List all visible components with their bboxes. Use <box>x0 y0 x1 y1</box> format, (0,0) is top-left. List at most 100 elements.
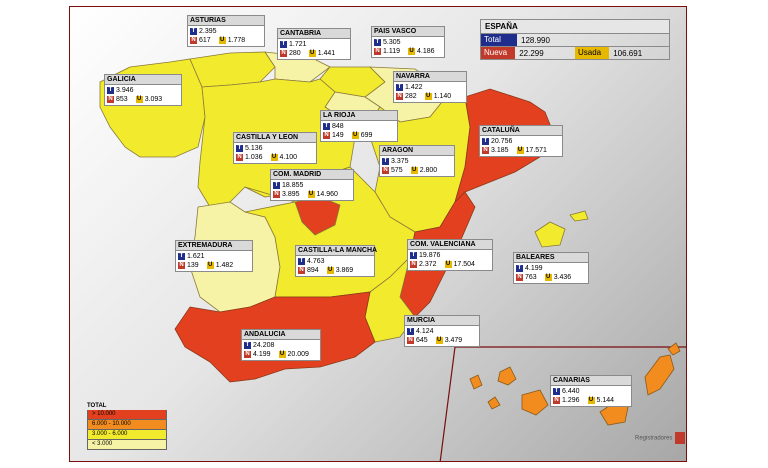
label-canarias: CANARIAS T 6.440 N 1.296 U 5.144 <box>550 375 632 407</box>
espana-title: ESPAÑA <box>480 19 670 34</box>
region-nueva: 4.199 <box>253 351 271 358</box>
nueva-tag-icon: N <box>107 96 114 103</box>
region-usada: 3.479 <box>444 337 463 344</box>
region-usada: 5.144 <box>596 397 615 404</box>
region-total: 1.621 <box>187 253 205 260</box>
nueva-tag-icon: N <box>482 147 489 154</box>
region-name: CANARIAS <box>550 375 632 386</box>
nueva-tag-icon: N <box>410 261 417 268</box>
espana-summary: ESPAÑA Total 128.990 Nueva 22.299 Usada … <box>480 19 670 60</box>
legend-item-under-3000: < 3.000 <box>87 440 167 450</box>
total-tag-icon: T <box>396 84 403 91</box>
region-nueva: 282 <box>405 93 417 100</box>
region-total: 3.946 <box>116 87 134 94</box>
usada-tag-icon: U <box>307 191 315 198</box>
nueva-tag-icon: N <box>298 267 305 274</box>
label-valencia: COM. VALENCIANA T 19.876 N 2.372 U 17.504 <box>407 239 493 271</box>
region-usada: 3.093 <box>144 96 163 103</box>
region-total: 6.440 <box>562 388 580 395</box>
usada-tag-icon: U <box>308 50 316 57</box>
legend-item-3000-6000: 3.000 - 6.000 <box>87 430 167 440</box>
label-extremadura: EXTREMADURA T 1.621 N 139 U 1.482 <box>175 240 253 272</box>
label-asturias: ASTURIAS T 2.395 N 617 U 1.778 <box>187 15 265 47</box>
nueva-tag-icon: N <box>273 191 280 198</box>
total-tag-icon: T <box>298 258 305 265</box>
region-name: NAVARRA <box>393 71 467 82</box>
total-tag-icon: T <box>553 388 560 395</box>
usada-tag-icon: U <box>587 397 595 404</box>
usada-tag-icon: U <box>270 154 278 161</box>
usada-label: Usada <box>575 47 610 59</box>
usada-tag-icon: U <box>351 132 359 139</box>
usada-tag-icon: U <box>516 147 524 154</box>
region-name: ANDALUCIA <box>241 329 321 340</box>
usada-tag-icon: U <box>424 93 432 100</box>
region-baleares[interactable] <box>534 221 566 248</box>
canarias-inset-border <box>439 346 686 461</box>
region-total: 20.756 <box>491 138 513 145</box>
label-madrid: COM. MADRID T 18.855 N 3.895 U 14.960 <box>270 169 354 201</box>
region-usada: 1.482 <box>215 262 234 269</box>
region-usada: 17.504 <box>453 261 475 268</box>
region-usada: 4.186 <box>417 48 435 55</box>
label-navarra: NAVARRA T 1.422 N 282 U 1.140 <box>393 71 467 103</box>
region-usada: 2.800 <box>419 167 438 174</box>
map-frame: ESPAÑA Total 128.990 Nueva 22.299 Usada … <box>69 6 687 462</box>
region-usada: 3.436 <box>553 274 572 281</box>
nueva-tag-icon: N <box>323 132 330 139</box>
usada-tag-icon: U <box>206 262 214 269</box>
region-usada: 20.009 <box>287 351 309 358</box>
label-cantabria: CANTABRIA T 1.721 N 280 U 1.441 <box>277 28 351 60</box>
island-menorca[interactable] <box>569 210 589 222</box>
region-total: 18.855 <box>282 182 304 189</box>
usada-tag-icon: U <box>218 37 226 44</box>
region-name: MURCIA <box>404 315 480 326</box>
region-nueva: 763 <box>525 274 537 281</box>
nueva-tag-icon: N <box>178 262 185 269</box>
usada-tag-icon: U <box>410 167 418 174</box>
region-name: BALEARES <box>513 252 589 263</box>
total-tag-icon: T <box>273 182 280 189</box>
usada-tag-icon: U <box>435 337 443 344</box>
nueva-tag-icon: N <box>374 48 381 55</box>
region-nueva: 1.296 <box>562 397 580 404</box>
total-tag-icon: T <box>190 28 197 35</box>
label-castilla-leon: CASTILLA Y LEON T 5.136 N 1.036 U 4.100 <box>233 132 317 164</box>
region-name: CASTILLA Y LEON <box>233 132 317 143</box>
region-name: EXTREMADURA <box>175 240 253 251</box>
nueva-tag-icon: N <box>244 351 251 358</box>
usada-tag-icon: U <box>135 96 143 103</box>
total-tag-icon: T <box>407 328 414 335</box>
total-tag-icon: T <box>244 342 251 349</box>
region-total: 4.124 <box>416 328 434 335</box>
region-nueva: 3.185 <box>491 147 509 154</box>
total-tag-icon: T <box>516 265 523 272</box>
usada-tag-icon: U <box>544 274 552 281</box>
label-baleares: BALEARES T 4.199 N 763 U 3.436 <box>513 252 589 284</box>
region-nueva: 853 <box>116 96 128 103</box>
region-usada: 1.140 <box>433 93 452 100</box>
region-total: 4.763 <box>307 258 325 265</box>
region-total: 5.305 <box>383 39 401 46</box>
region-total: 848 <box>332 123 344 130</box>
registradores-logo: Registradores <box>635 432 686 444</box>
usada-tag-icon: U <box>408 48 415 55</box>
region-usada: 1.778 <box>227 37 246 44</box>
region-name: ASTURIAS <box>187 15 265 26</box>
region-nueva: 2.372 <box>419 261 437 268</box>
region-total: 2.395 <box>199 28 217 35</box>
region-usada: 699 <box>360 132 373 139</box>
region-nueva: 575 <box>391 167 403 174</box>
region-total: 4.199 <box>525 265 543 272</box>
region-name: LA RIOJA <box>320 110 398 121</box>
nueva-tag-icon: N <box>516 274 523 281</box>
label-cataluna: CATALUÑA T 20.756 N 3.185 U 17.571 <box>479 125 563 157</box>
nueva-value: 22.299 <box>519 48 544 58</box>
total-label: Total <box>481 34 517 46</box>
region-nueva: 894 <box>307 267 319 274</box>
region-usada: 3.869 <box>335 267 354 274</box>
region-nueva: 149 <box>332 132 344 139</box>
usada-value: 106.691 <box>613 48 643 58</box>
nueva-tag-icon: N <box>280 50 287 57</box>
total-tag-icon: T <box>178 253 185 260</box>
